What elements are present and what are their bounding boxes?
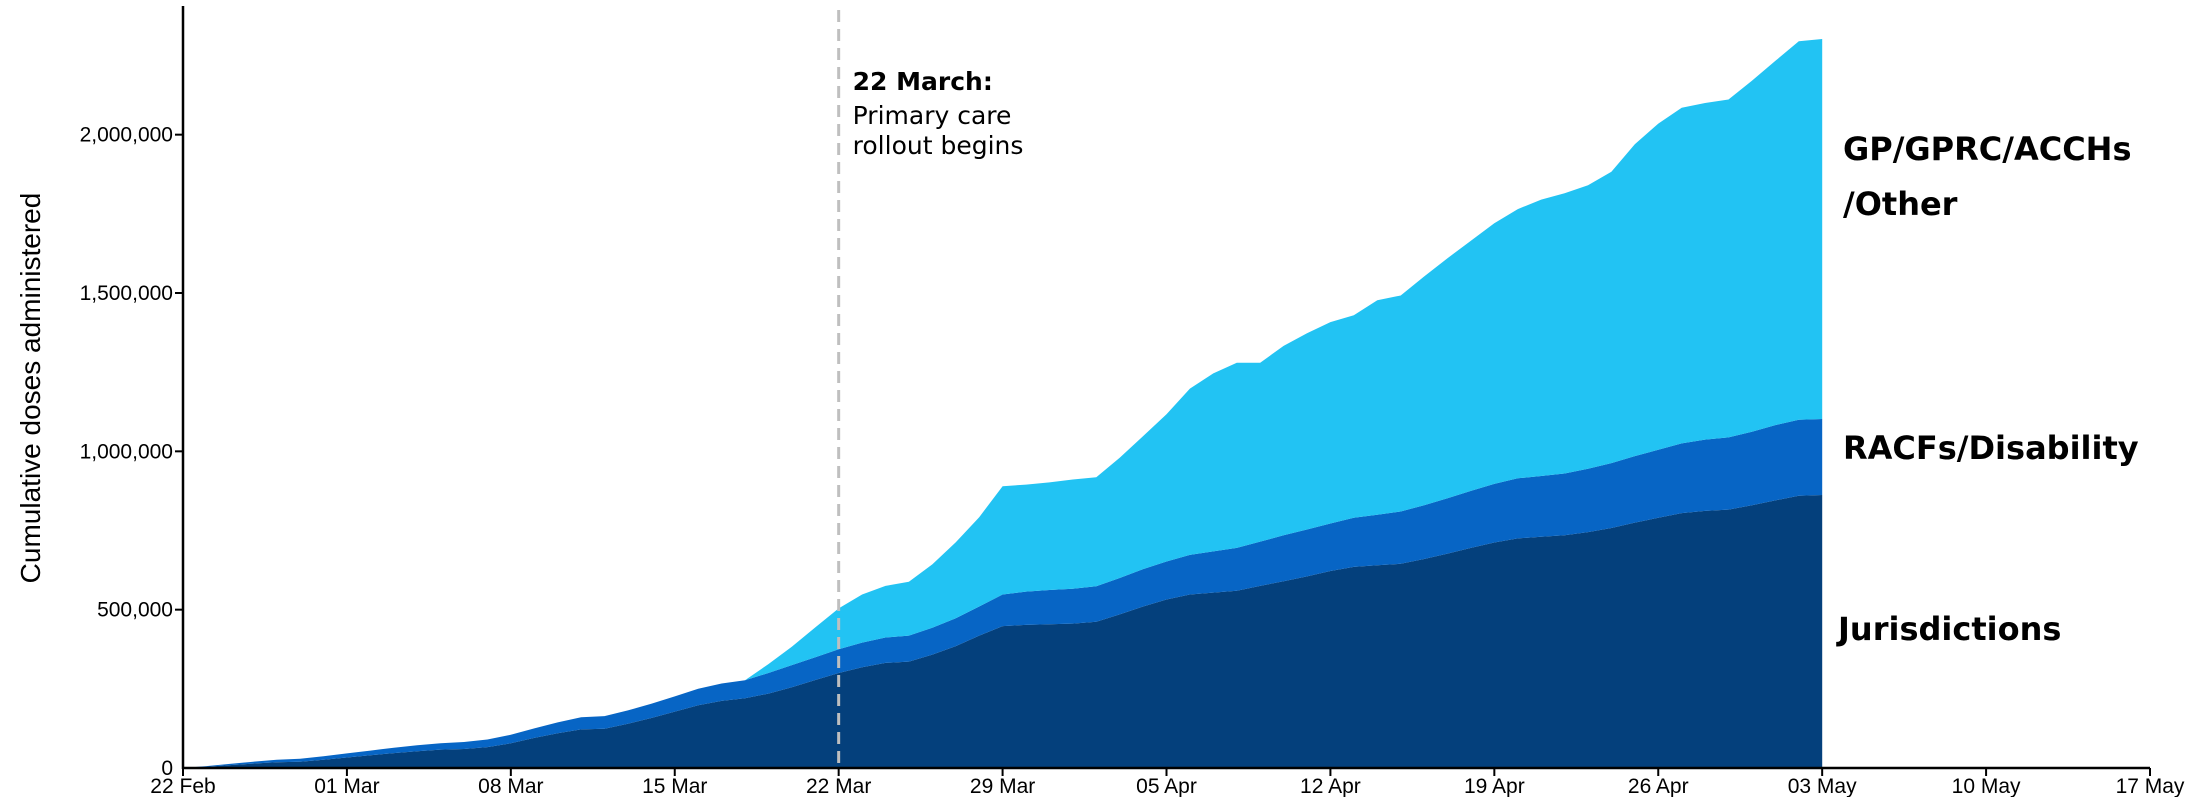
- ticks-group: 0 500,000 1,000,000 1,500,000 2,000,000 22 Fe…: [80, 124, 2185, 797]
- x-tick-label: 22 Feb: [150, 775, 215, 797]
- area-series-0: [183, 495, 1823, 768]
- x-tick-label: 08 Mar: [478, 775, 543, 797]
- series-label-2: GP/GPRC/ACCHs/Other: [1843, 130, 2132, 223]
- series-labels-group: Jurisdictions RACFs/Disability GP/GPRC/ACC…: [1836, 130, 2139, 648]
- x-tick-label: 05 Apr: [1136, 775, 1197, 797]
- x-tick-label: 29 Mar: [970, 775, 1035, 797]
- area-series-group: [183, 39, 1823, 768]
- y-tick-label: 1,500,000: [80, 282, 173, 305]
- y-tick-label: 1,000,000: [80, 440, 173, 463]
- x-tick-label: 22 Mar: [806, 775, 871, 797]
- y-axis-title: Cumulative doses administered: [15, 193, 46, 584]
- series-label-1: RACFs/Disability: [1843, 429, 2139, 467]
- x-tick-label: 19 Apr: [1464, 775, 1525, 797]
- y-tick-label: 500,000: [97, 599, 173, 622]
- x-tick-label: 01 Mar: [314, 775, 379, 797]
- y-tick-label: 2,000,000: [80, 124, 173, 147]
- series-label-0: Jurisdictions: [1836, 610, 2061, 648]
- area-series-1: [183, 419, 1823, 768]
- annotation-title: 22 March:: [853, 67, 993, 96]
- x-tick-label: 03 May: [1788, 775, 1857, 797]
- x-tick-label: 26 Apr: [1628, 775, 1689, 797]
- x-tick-label: 12 Apr: [1300, 775, 1361, 797]
- x-tick-label: 10 May: [1952, 775, 2021, 797]
- x-tick-label: 17 May: [2116, 775, 2185, 797]
- x-tick-label: 15 Mar: [642, 775, 707, 797]
- y-tick-label: 0: [161, 757, 173, 780]
- annotation-line-text: rollout begins: [853, 131, 1024, 160]
- annotation-line-text: Primary care: [853, 101, 1012, 130]
- area-series-2: [183, 39, 1823, 768]
